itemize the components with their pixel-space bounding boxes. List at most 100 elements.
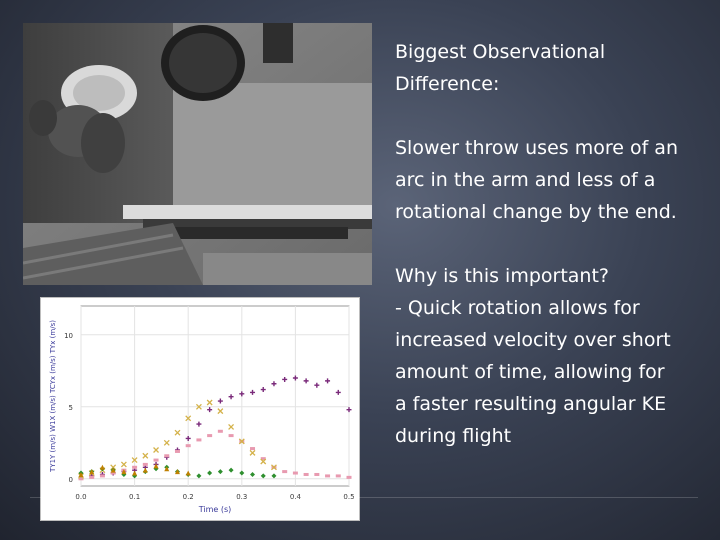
x-tick-label: 0.2 [183,493,194,501]
data-point [164,454,170,458]
data-point [250,389,256,395]
slide-text: Biggest Observational Difference: Slower… [395,36,695,452]
data-point [174,449,180,453]
y-tick-label: 5 [69,404,73,412]
para1-line-1: Slower throw uses more of an [395,137,678,159]
data-point [110,464,117,471]
data-point [153,447,159,453]
heading-line-1: Biggest Observational [395,41,606,63]
data-point [303,472,309,476]
data-point [142,452,149,459]
data-point [335,389,341,395]
data-point [207,470,213,476]
data-point [132,465,138,469]
x-tick-label: 0.1 [129,493,140,501]
data-point [185,415,192,422]
data-point [346,475,352,479]
data-point [260,457,266,461]
para2-line-1: Why is this important? [395,265,609,287]
x-axis-label: Time (s) [198,505,232,514]
para2-line-5: a faster resulting angular KE [395,393,667,415]
data-point [99,464,105,470]
x-tick-label: 0.0 [75,493,86,501]
data-point [132,473,138,479]
data-point [238,438,245,445]
data-point [196,438,202,442]
x-tick-label: 0.3 [236,493,247,501]
data-point [120,461,127,468]
heading-line-2: Difference: [395,73,500,95]
data-point [206,399,213,406]
para2-line-3: increased velocity over short [395,329,671,351]
data-point [78,471,84,477]
data-point [239,391,245,397]
data-point [335,474,341,478]
throw-photo [23,23,372,285]
data-point [260,387,266,393]
data-point [250,447,256,451]
data-point [314,472,320,476]
data-point [217,408,224,415]
x-tick-label: 0.5 [343,493,354,501]
data-point [228,424,235,430]
data-point [196,421,202,427]
data-point [153,463,159,469]
data-point [174,469,180,475]
y-axis-label: TY1Y (m/s) W1X (m/s) TCYx (m/s) TYx (m/s… [49,320,57,473]
velocity-graph: 0.0 0.1 0.2 0.3 0.4 0.5 0 5 10 Time (s) TY1Y (m/s)… [41,298,359,520]
data-point [217,469,223,475]
para1-line-3: rotational change by the end. [395,201,677,223]
y-tick-label: 0 [69,476,73,484]
data-point [249,449,256,456]
data-point [142,462,148,466]
data-point [217,398,223,404]
data-point [89,475,95,479]
data-point [228,467,234,473]
data-point [164,466,170,472]
data-point [282,376,288,382]
para2-line-4: amount of time, allowing for [395,361,665,383]
data-point [153,458,159,462]
data-point [260,473,266,479]
data-point [282,470,288,474]
data-point [121,471,127,477]
data-point [110,471,116,475]
data-point [196,473,202,479]
data-point [195,403,202,410]
footer-divider [30,497,698,498]
data-point [185,470,191,476]
para2-line-2: - Quick rotation allows for [395,297,640,319]
data-point [99,474,105,478]
data-point [292,471,298,475]
data-point [271,464,277,471]
data-point [142,467,148,473]
plot-area [80,305,350,487]
para1-line-2: arc in the arm and less of a [395,169,656,191]
data-point [314,382,320,388]
data-point [292,375,298,381]
data-point [185,435,191,441]
data-point [207,407,213,413]
data-point [228,434,234,438]
data-point [121,469,127,475]
data-point [271,381,277,387]
data-point [325,474,331,478]
data-point [185,444,191,448]
data-point [110,467,116,473]
data-point [217,429,223,433]
data-point [228,394,234,400]
para2-line-6: during flight [395,425,512,447]
data-point [78,477,84,481]
data-point [250,471,256,477]
data-point [260,458,267,465]
data-point [163,439,170,446]
y-tick-label: 10 [64,332,73,340]
data-point [271,473,277,479]
data-point [346,407,352,413]
data-point [132,470,138,476]
data-point [239,470,245,476]
data-point [131,457,138,464]
data-point [303,378,309,384]
data-point [207,434,213,438]
data-point [89,469,95,475]
